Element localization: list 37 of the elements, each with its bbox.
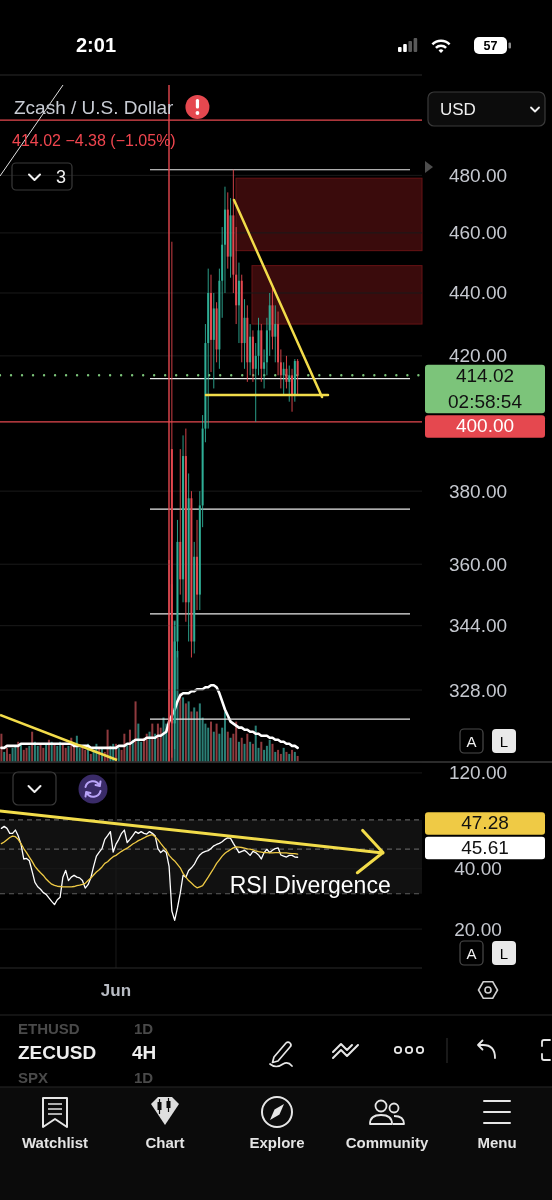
text: ETHUSD	[18, 1020, 80, 1037]
y-tick-label: 440.00	[448, 282, 508, 304]
y-tick-label: 380.00	[448, 480, 508, 502]
text: L	[499, 732, 509, 750]
y-tick-label: 420.00	[448, 345, 508, 367]
text: 2:01	[75, 34, 117, 56]
text: Community	[345, 1134, 429, 1151]
y-tick-label: 360.00	[448, 553, 508, 575]
text: 1D	[134, 1020, 154, 1037]
y-tick-label: 40.00	[454, 858, 502, 880]
ref-line-label: 400.00	[455, 415, 515, 437]
text: A	[466, 732, 477, 750]
text: Menu	[477, 1134, 517, 1151]
text: Chart	[145, 1134, 185, 1151]
text: 57	[483, 39, 498, 53]
annotation: RSI Divergence	[229, 872, 391, 898]
text: Watchlist	[21, 1134, 89, 1151]
text: 45.61	[461, 836, 509, 858]
text: ZECUSD	[18, 1042, 97, 1063]
y-tick-label: 344.00	[448, 615, 508, 637]
text: A	[466, 944, 477, 962]
y-tick-label: 20.00	[454, 918, 502, 940]
ref-line-label: 414.02	[455, 364, 515, 386]
text: 4H	[132, 1042, 157, 1063]
annotation: 3	[55, 167, 67, 187]
y-tick-label: 480.00	[448, 164, 508, 186]
text: USD	[440, 100, 476, 119]
text: L	[499, 944, 509, 962]
text: 47.28	[461, 812, 509, 834]
y-tick-label: 328.00	[448, 679, 508, 701]
y-tick-label: 460.00	[448, 222, 508, 244]
y-tick-label: 120.00	[448, 762, 508, 784]
text: 1D	[134, 1069, 154, 1086]
text: 02:58:54	[448, 390, 523, 412]
x-tick-label: Jun	[100, 981, 132, 1000]
text: Explore	[249, 1134, 305, 1151]
text: SPX	[18, 1069, 49, 1086]
